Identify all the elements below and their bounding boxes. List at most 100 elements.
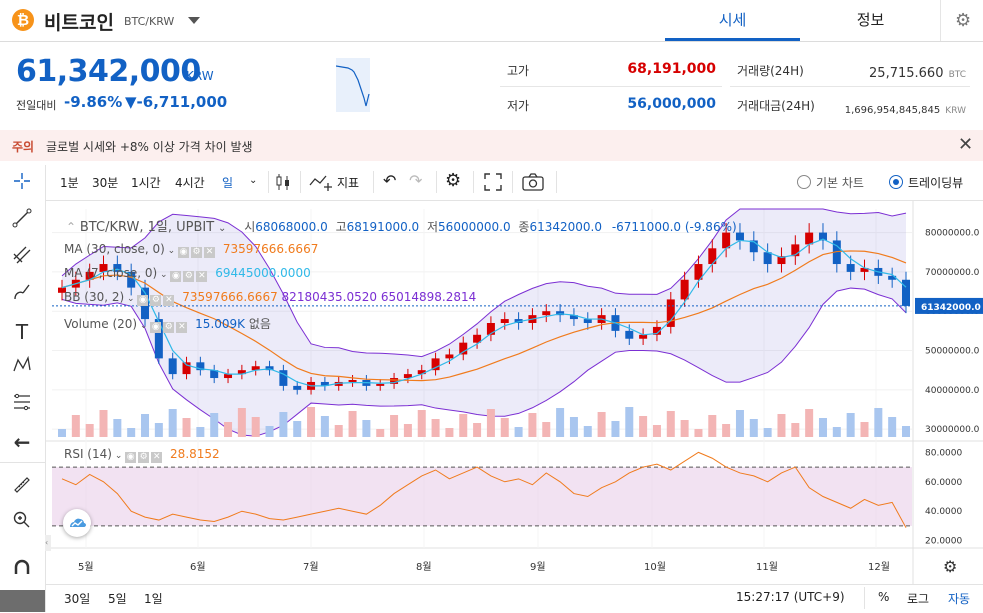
ohlc-change: -6711000.0 (-9.86%) [611, 220, 737, 234]
volume-bar [71, 415, 80, 437]
top-header: ₿ 비트코인 BTC/KRW 시세 정보 ⚙ [0, 0, 983, 42]
basic-chart-label[interactable]: 기본 차트 [816, 176, 864, 190]
volume-label: 거래량(24H) [737, 64, 804, 78]
amount-value: 1,696,954,845,845 [844, 105, 941, 116]
eye-icon[interactable]: ◉ [150, 322, 162, 333]
rsi-label: RSI (14) [64, 447, 112, 461]
basic-chart-radio[interactable] [797, 175, 811, 189]
settings-icon[interactable]: ⚙ [191, 247, 203, 258]
candle-type-icon[interactable] [274, 172, 292, 196]
eye-icon[interactable]: ◉ [137, 295, 149, 306]
settings-icon[interactable]: ⚙ [163, 322, 175, 333]
interval-4h[interactable]: 4시간 [175, 176, 205, 190]
collapse-icon[interactable]: ⌃ [66, 220, 77, 234]
expand-handle[interactable]: ‹ [45, 535, 51, 551]
range-5d[interactable]: 5일 [108, 592, 127, 606]
bb-upper-value: 82180435.0520 [281, 290, 377, 304]
settings-icon[interactable]: ⚙ [150, 295, 162, 306]
time-tick-label: 10월 [644, 561, 666, 573]
volume-bar [459, 414, 468, 437]
redo-icon[interactable]: ↷ [409, 171, 423, 190]
brush-icon[interactable] [8, 282, 36, 310]
time-tick-label: 7월 [303, 561, 319, 573]
percent-toggle[interactable]: % [878, 590, 890, 604]
remove-icon[interactable]: ✕ [204, 247, 216, 258]
change-rate: -9.86% [64, 93, 123, 111]
volume-bar [362, 420, 371, 437]
arrow-left-icon[interactable]: ← [13, 430, 31, 454]
volume-bar [708, 415, 717, 437]
settings-icon[interactable]: ⚙ [138, 452, 150, 463]
remove-icon[interactable]: ✕ [176, 322, 188, 333]
pitchfork-icon[interactable] [8, 245, 36, 273]
ohlc-high-label: 고 [335, 220, 347, 234]
pattern-icon[interactable] [8, 355, 36, 383]
low-label: 저가 [507, 99, 530, 113]
eye-icon[interactable]: ◉ [125, 452, 137, 463]
candle-body [832, 240, 841, 265]
remove-icon[interactable]: ✕ [163, 295, 175, 306]
chart-settings-gear-icon[interactable]: ⚙ [445, 170, 462, 191]
trend-line-icon[interactable] [8, 208, 36, 236]
candle-body [182, 362, 191, 375]
price-tick-label: 80000000.0 [925, 229, 980, 239]
volume-bar [334, 425, 343, 437]
price-chart[interactable]: 80000000.070000000.060000000.050000000.0… [46, 201, 983, 584]
tradingview-radio[interactable] [889, 175, 903, 189]
close-icon[interactable]: ✕ [958, 134, 974, 155]
remove-icon[interactable]: ✕ [196, 271, 208, 282]
chevron-down-icon[interactable]: ⌄ [217, 223, 227, 234]
interval-1m[interactable]: 1분 [60, 176, 79, 190]
eye-icon[interactable]: ◉ [178, 247, 190, 258]
tab-quote[interactable]: 시세 [665, 0, 800, 41]
price-tick-label: 70000000.0 [925, 268, 980, 278]
volume-bar [625, 407, 634, 437]
interval-1h[interactable]: 1시간 [131, 176, 161, 190]
notice-banner: 주의 글로벌 시세와 +8% 이상 가격 차이 발생 ✕ [0, 130, 983, 161]
range-30d[interactable]: 30일 [64, 592, 91, 606]
clock[interactable]: 15:27:17 (UTC+9) [736, 590, 845, 604]
price-tick-label: 30000000.0 [925, 425, 980, 435]
candle-body [293, 385, 302, 390]
magnet-icon[interactable] [8, 558, 36, 586]
volume-bar [390, 415, 399, 437]
zoom-icon[interactable] [8, 510, 36, 538]
settings-icon[interactable]: ⚙ [183, 271, 195, 282]
chevron-down-icon[interactable] [188, 17, 200, 24]
candle-body [777, 256, 786, 265]
tab-info[interactable]: 정보 [856, 11, 885, 29]
indicator-icon[interactable] [309, 173, 333, 195]
range-1d[interactable]: 1일 [144, 592, 163, 606]
camera-icon[interactable] [522, 173, 544, 195]
fullscreen-icon[interactable] [484, 173, 502, 195]
candle-body [127, 271, 136, 288]
gear-icon[interactable]: ⚙ [955, 10, 972, 31]
candle-body [431, 358, 440, 371]
log-toggle[interactable]: 로그 [907, 592, 930, 606]
undo-icon[interactable]: ↶ [383, 171, 397, 190]
candle-body [569, 315, 578, 320]
candle-body [403, 374, 412, 379]
fib-icon[interactable] [8, 392, 36, 420]
eye-icon[interactable]: ◉ [170, 271, 182, 282]
divider [268, 171, 269, 193]
interval-1d[interactable]: 일 [222, 176, 234, 190]
candle-body [680, 279, 689, 300]
crosshair-icon[interactable] [8, 171, 36, 199]
indicator-label[interactable]: 지표 [337, 176, 360, 190]
tradingview-logo-icon[interactable] [63, 509, 91, 537]
bitcoin-logo-icon: ₿ [12, 9, 34, 31]
more-tools-bar[interactable] [0, 590, 45, 612]
remove-icon[interactable]: ✕ [151, 452, 163, 463]
volume-bar [514, 427, 523, 437]
candle-body [113, 264, 122, 272]
divider [864, 587, 865, 609]
candle-body [888, 275, 897, 280]
auto-toggle[interactable]: 자동 [948, 592, 971, 606]
text-tool-icon[interactable]: T [15, 320, 29, 344]
ruler-icon[interactable] [8, 475, 36, 503]
interval-30m[interactable]: 30분 [92, 176, 119, 190]
candle-body [320, 381, 329, 386]
chevron-down-icon[interactable]: ⌄ [249, 175, 258, 186]
tradingview-label[interactable]: 트레이딩뷰 [908, 176, 964, 190]
